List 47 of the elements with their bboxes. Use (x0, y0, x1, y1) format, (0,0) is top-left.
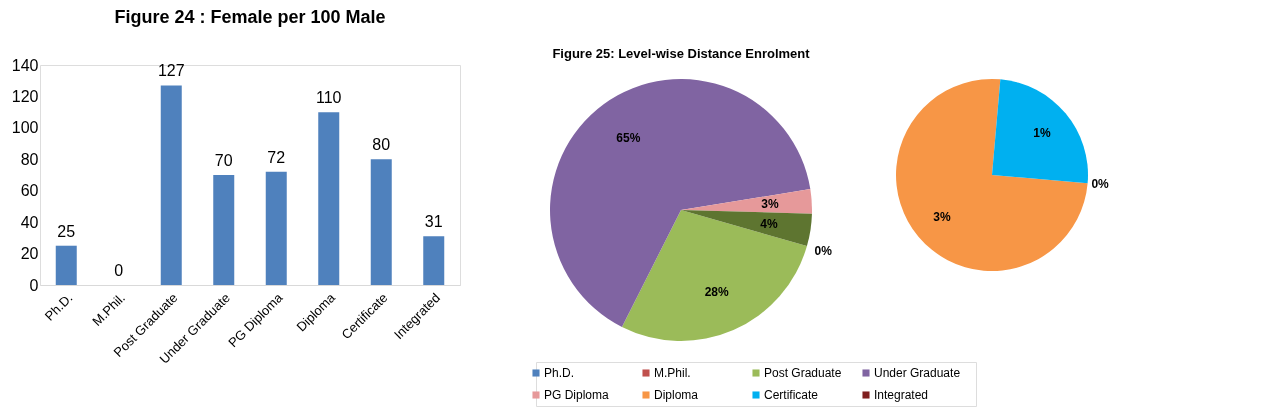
y-tick-label: 60 (20, 182, 39, 200)
pie-slice (550, 79, 811, 327)
pie-slice (681, 189, 812, 214)
data-label: 127 (157, 62, 185, 80)
pie-slice (681, 210, 812, 247)
pie-slice (992, 79, 1088, 184)
bar (265, 171, 287, 285)
data-label: 80 (372, 136, 391, 154)
data-label: 70 (214, 152, 233, 169)
chart-title: Figure 25: Level-wise Distance Enrolment (552, 46, 811, 61)
y-tick-label: 120 (11, 87, 39, 105)
y-tick-label: 80 (20, 150, 39, 168)
bar (318, 112, 340, 285)
y-tick-label: 100 (11, 119, 39, 137)
legend-label: Diploma (654, 388, 699, 402)
data-label: 0 (114, 262, 124, 279)
y-tick-label: 40 (20, 213, 39, 231)
y-tick-label: 20 (20, 245, 39, 263)
bar (370, 159, 392, 285)
data-label: 1% (1033, 126, 1052, 141)
legend-label: Under Graduate (874, 366, 961, 380)
data-label: 4% (760, 216, 779, 231)
legend-label: PG Diploma (544, 388, 610, 402)
legend-label: Post Graduate (764, 366, 842, 380)
y-tick-label: 140 (11, 56, 39, 74)
data-label: 65% (616, 131, 641, 146)
legend-label: Integrated (874, 388, 929, 402)
data-label: 72 (267, 148, 286, 166)
legend-label: Ph.D. (544, 366, 575, 380)
data-label: 31 (424, 213, 443, 231)
data-label: 3% (761, 197, 779, 212)
bar (213, 175, 235, 285)
text: 0% (1091, 177, 1109, 192)
y-tick-label: 0 (29, 276, 39, 294)
data-label: 110 (315, 89, 342, 107)
bar (55, 245, 77, 285)
bar (160, 85, 182, 285)
data-label: 3% (933, 209, 951, 224)
chart-title: Figure 24 : Female per 100 Male (114, 7, 386, 27)
pie-slice (621, 210, 807, 341)
bar (423, 236, 445, 285)
pie-slice (896, 79, 1088, 271)
text: 0% (814, 243, 832, 258)
legend-label: M.Phil. (654, 366, 691, 380)
legend-label: Certificate (764, 388, 819, 402)
data-label: 25 (57, 222, 76, 240)
data-label: 28% (704, 284, 729, 299)
